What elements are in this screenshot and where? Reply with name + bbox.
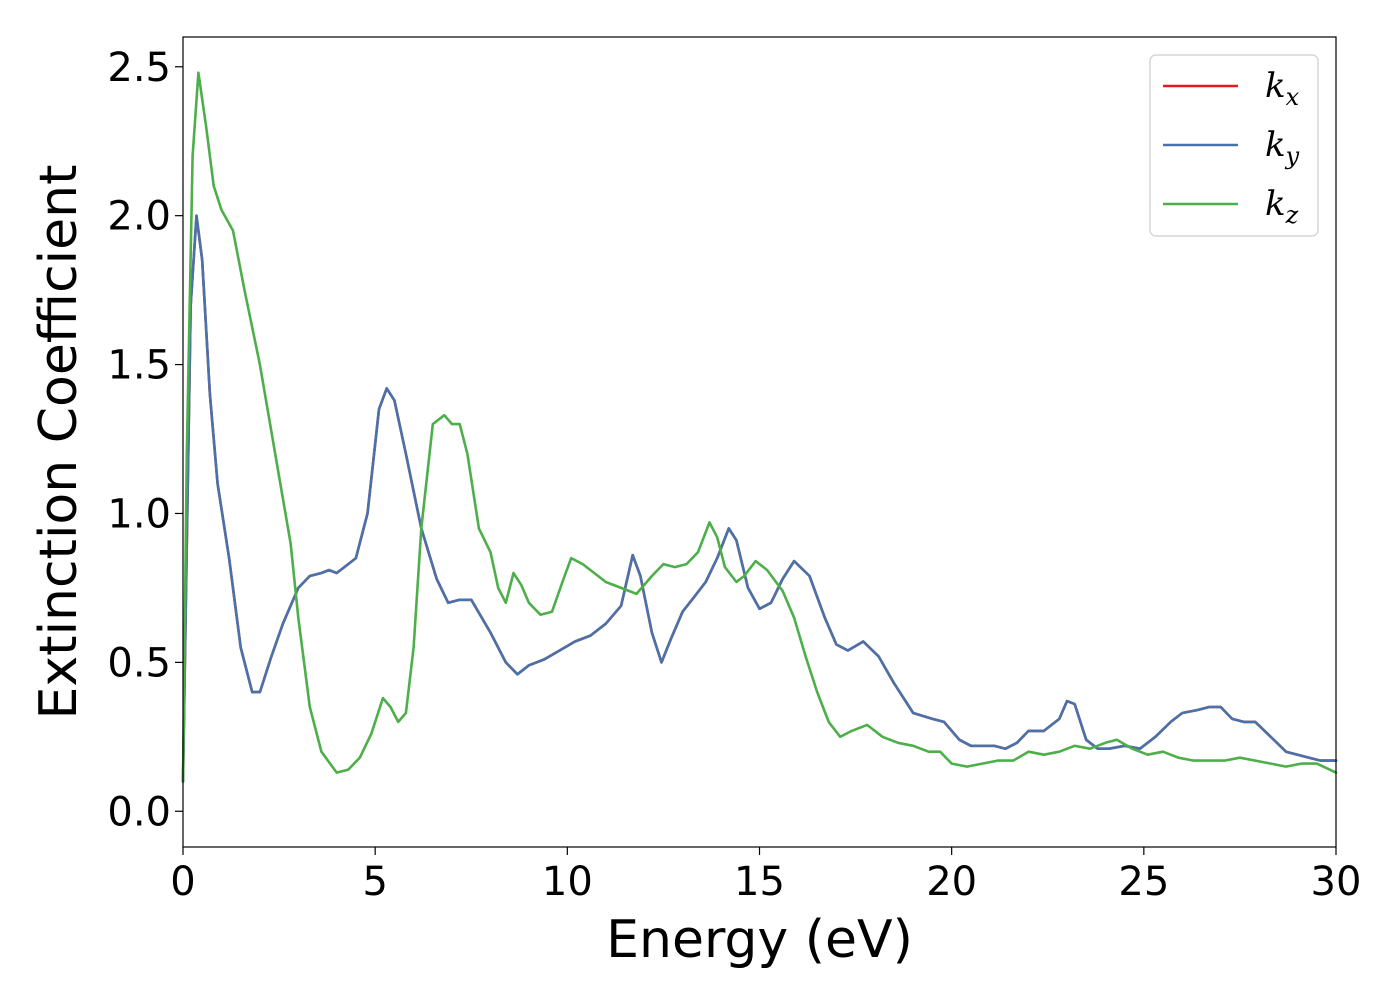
legend-label-z: kz	[1265, 184, 1299, 229]
y-axis: 0.0 0.5 1.0 1.5 2.0 2.5	[107, 45, 183, 835]
x-tick-label: 25	[1118, 859, 1169, 905]
legend-label-subscript: x	[1286, 83, 1300, 111]
x-tick-label: 30	[1311, 859, 1362, 905]
series-line-y	[181, 214, 1338, 783]
y-tick-label: 2.0	[107, 194, 171, 240]
legend-label-base: k	[1265, 125, 1286, 165]
legend-label-subscript: y	[1285, 142, 1300, 170]
x-tick-label: 20	[926, 859, 977, 905]
series-line-z	[181, 71, 1338, 783]
x-tick-label: 15	[734, 859, 785, 905]
x-axis: 0 5 10 15 20 25 30	[170, 847, 1361, 905]
legend-label-base: k	[1265, 184, 1286, 224]
x-tick-label: 5	[362, 859, 387, 905]
legend-label-x: kx	[1265, 66, 1300, 111]
y-tick-label: 2.5	[107, 45, 171, 91]
y-tick-label: 1.0	[107, 491, 171, 537]
legend-label-base: k	[1265, 66, 1286, 106]
series-lines	[181, 71, 1338, 783]
legend-label-y: ky	[1265, 125, 1300, 170]
y-tick-label: 1.5	[107, 343, 171, 389]
y-tick-label: 0.0	[107, 789, 171, 835]
y-tick-label: 0.5	[107, 640, 171, 686]
y-axis-title: Extinction Coefficient	[29, 165, 89, 720]
x-tick-label: 10	[542, 859, 593, 905]
x-axis-title: Energy (eV)	[606, 910, 913, 970]
x-tick-label: 0	[170, 859, 195, 905]
legend-label-subscript: z	[1285, 201, 1299, 229]
